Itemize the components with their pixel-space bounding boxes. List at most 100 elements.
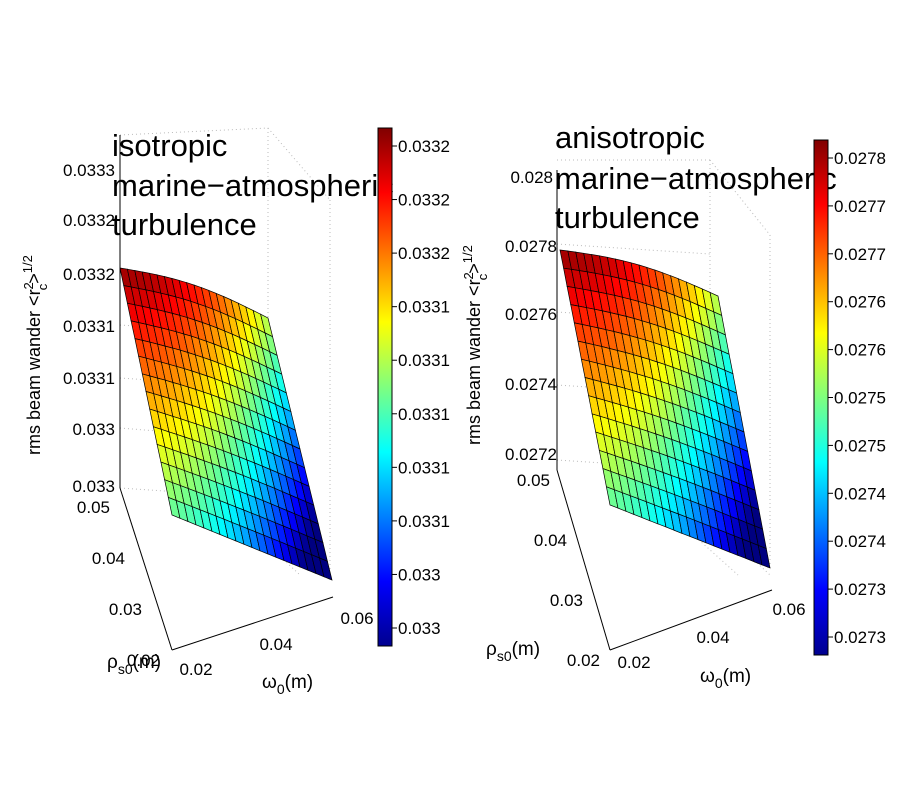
colorbar-tick-label: 0.0332 bbox=[398, 191, 450, 210]
colorbar-tick-label: 0.0331 bbox=[398, 351, 450, 370]
x-label-symbol: ω bbox=[700, 666, 715, 687]
y-ticks-isotropic: 0.05 0.04 0.03 0.02 bbox=[77, 498, 160, 670]
colorbar-tick-label: 0.033 bbox=[398, 565, 441, 584]
surface-cell bbox=[757, 544, 771, 569]
y-axis-label-anisotropic: ρs0(m) bbox=[486, 639, 540, 664]
axes-isotropic bbox=[119, 135, 334, 651]
title-line-2: marine−atmospheric bbox=[112, 168, 394, 203]
z-label-main: rms beam wander <r bbox=[24, 289, 44, 455]
z-label-exp: 1/2 bbox=[460, 245, 475, 263]
chart-isotropic: isotropic marine−atmospheric turbulence … bbox=[20, 127, 450, 697]
z-label-close: > bbox=[464, 263, 484, 274]
z-axis-label-isotropic: rms beam wander <r2c>1/2 bbox=[20, 255, 50, 455]
x-label-symbol: ω bbox=[262, 672, 277, 693]
y-tick-label: 0.05 bbox=[77, 498, 110, 517]
x-tick-label: 0.04 bbox=[259, 635, 292, 654]
title-line-3: turbulence bbox=[112, 207, 257, 242]
title-line-3: turbulence bbox=[555, 200, 700, 235]
z-label-close: > bbox=[24, 273, 44, 284]
x-axis-label-anisotropic: ω0(m) bbox=[700, 666, 751, 691]
y-tick-label: 0.02 bbox=[567, 651, 600, 670]
box-edge bbox=[709, 159, 771, 236]
y-label-sub: s0 bbox=[118, 661, 133, 677]
x-axis-label-isotropic: ω0(m) bbox=[262, 672, 313, 697]
x-label-sub: 0 bbox=[277, 681, 285, 697]
y-label-unit: (m) bbox=[133, 652, 161, 673]
title-isotropic: isotropic marine−atmospheric turbulence bbox=[112, 128, 394, 242]
z-label-sup: 2 bbox=[21, 282, 36, 289]
z-tick-label: 0.0278 bbox=[505, 237, 557, 256]
y-axis-line bbox=[119, 487, 173, 651]
z-tick-label: 0.0331 bbox=[63, 369, 115, 388]
y-tick-label: 0.04 bbox=[92, 549, 125, 568]
colorbar-tick-label: 0.0275 bbox=[834, 436, 886, 455]
z-label-sup: 2 bbox=[461, 272, 476, 279]
colorbar-tick-label: 0.0331 bbox=[398, 298, 450, 317]
colorbar-tick-label: 0.0274 bbox=[834, 484, 886, 503]
colorbar-tick-label: 0.0278 bbox=[834, 149, 886, 168]
surface-cell bbox=[318, 557, 333, 581]
y-tick-label: 0.03 bbox=[109, 600, 142, 619]
y-tick-label: 0.03 bbox=[550, 591, 583, 610]
y-label-symbol: ρ bbox=[107, 652, 118, 673]
z-label-sub: c bbox=[35, 283, 50, 290]
colorbar-ticks: 0.0278 0.0277 0.0277 0.0276 0.0276 0.0275 0.02… bbox=[828, 149, 886, 647]
z-tick-label: 0.0272 bbox=[505, 445, 557, 464]
y-tick-label: 0.05 bbox=[517, 471, 550, 490]
colorbar-tick-label: 0.0332 bbox=[398, 244, 450, 263]
axes-anisotropic bbox=[556, 170, 773, 651]
z-tick-label: 0.028 bbox=[510, 168, 553, 187]
colorbar-tick-label: 0.0331 bbox=[398, 405, 450, 424]
x-label-sub: 0 bbox=[715, 675, 723, 691]
y-tick-label: 0.04 bbox=[534, 531, 567, 550]
colorbar-tick-label: 0.0276 bbox=[834, 341, 886, 360]
grid-line bbox=[119, 487, 269, 499]
x-tick-label: 0.02 bbox=[179, 660, 212, 679]
y-tick-label: 0.02 bbox=[127, 651, 160, 670]
colorbar-tick-label: 0.0276 bbox=[834, 293, 886, 312]
box-edge bbox=[119, 127, 269, 136]
surface-anisotropic bbox=[559, 249, 771, 569]
x-tick-label: 0.02 bbox=[617, 653, 650, 672]
colorbar-tick-label: 0.0277 bbox=[834, 245, 886, 264]
colorbar-anisotropic: 0.0278 0.0277 0.0277 0.0276 0.0276 0.0275 0.02… bbox=[813, 139, 886, 656]
chart-anisotropic: anisotropic marine−atmospheric turbulenc… bbox=[460, 120, 886, 691]
z-label-exp: 1/2 bbox=[20, 255, 35, 273]
x-axis-line bbox=[609, 589, 773, 651]
z-tick-label: 0.0333 bbox=[63, 161, 115, 180]
x-label-unit: (m) bbox=[723, 666, 751, 687]
y-label-unit: (m) bbox=[512, 639, 540, 660]
x-ticks-isotropic: 0.02 0.04 0.06 bbox=[179, 609, 373, 679]
y-axis-line bbox=[556, 469, 611, 651]
x-axis-line bbox=[171, 596, 334, 651]
x-tick-label: 0.06 bbox=[340, 609, 373, 628]
grid-line bbox=[556, 243, 711, 255]
z-tick-label: 0.033 bbox=[72, 420, 115, 439]
title-anisotropic: anisotropic marine−atmospheric turbulenc… bbox=[555, 120, 837, 235]
colorbar-tick-label: 0.0273 bbox=[834, 580, 886, 599]
title-line-1: isotropic bbox=[112, 128, 227, 163]
z-tick-label: 0.0332 bbox=[63, 265, 115, 284]
z-tick-label: 0.0274 bbox=[505, 375, 557, 394]
title-line-1: anisotropic bbox=[555, 120, 705, 155]
colorbar-tick-label: 0.0273 bbox=[834, 628, 886, 647]
z-tick-label: 0.0276 bbox=[505, 305, 557, 324]
z-axis-label-anisotropic: rms beam wander <r2c>1/2 bbox=[460, 245, 490, 445]
colorbar-ticks: 0.0332 0.0332 0.0332 0.0331 0.0331 0.0331 0.03… bbox=[392, 137, 450, 638]
y-axis-label-isotropic: ρs0(m) bbox=[107, 652, 161, 677]
title-line-2: marine−atmospheric bbox=[555, 161, 837, 196]
colorbar-tick-label: 0.0275 bbox=[834, 389, 886, 408]
z-tick-label: 0.0332 bbox=[63, 211, 115, 230]
colorbar-tick-label: 0.0332 bbox=[398, 137, 450, 156]
colorbar-tick-label: 0.0277 bbox=[834, 197, 886, 216]
z-label-main: rms beam wander <r bbox=[464, 279, 484, 445]
x-label-unit: (m) bbox=[285, 672, 313, 693]
colorbar-gradient bbox=[813, 139, 829, 656]
z-tick-label: 0.0331 bbox=[63, 317, 115, 336]
colorbar-tick-label: 0.0331 bbox=[398, 458, 450, 477]
z-ticks-isotropic: 0.033 0.033 0.0331 0.0331 0.0332 0.0332 … bbox=[63, 161, 115, 496]
colorbar-isotropic: 0.0332 0.0332 0.0332 0.0331 0.0331 0.0331 0.03… bbox=[377, 127, 450, 647]
z-label-sub: c bbox=[475, 273, 490, 280]
x-ticks-anisotropic: 0.02 0.04 0.06 bbox=[617, 600, 805, 672]
